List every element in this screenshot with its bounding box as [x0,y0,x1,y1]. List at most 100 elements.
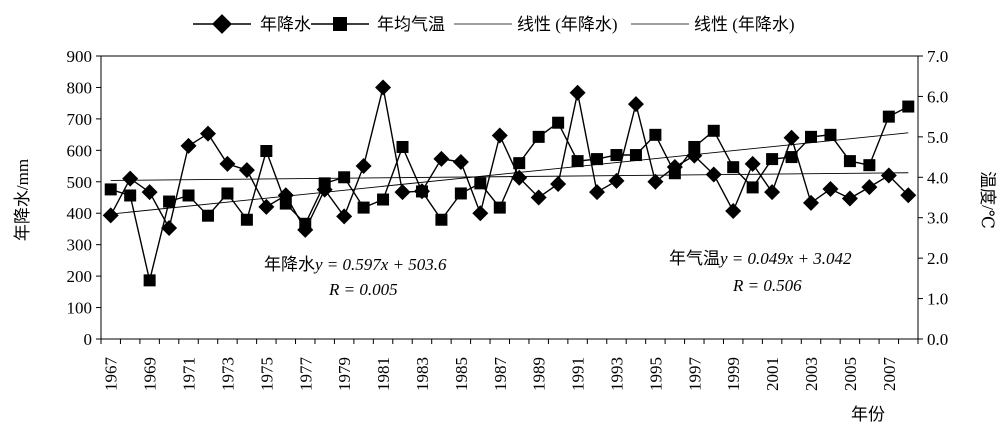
y-left-tick-label: 500 [67,173,93,192]
temp-point [415,185,428,198]
temp-point [882,110,895,123]
x-tick-label: 1975 [257,357,276,391]
temp-point [746,181,759,194]
temp-point [124,189,137,202]
temp-point [201,209,214,222]
x-tick-label: 2005 [841,357,860,391]
x-tick-label: 1971 [180,357,199,391]
temp-annotation-equation: y = 0.049x + 3.042 [718,249,852,268]
x-tick-label: 1983 [413,357,432,391]
temp-point [163,195,176,208]
y-left-axis-title: 年降水/mm [13,159,32,241]
y-right-tick-label: 2.0 [927,249,948,268]
legend: 年降水 年均气温 线性 (年降水) 线性 (年降水) [193,14,795,34]
precip-point [375,79,392,96]
precip-point [336,208,353,225]
temp-point [629,149,642,162]
y-right-tick-label: 6.0 [927,87,948,106]
legend-temp: 年均气温 [311,15,445,34]
precip-point [627,96,644,113]
legend-label-precip: 年降水 [260,15,311,34]
temp-point [377,193,390,206]
temp-point [668,167,681,180]
precip-point [180,137,197,154]
precip-point [491,127,508,144]
legend-trend-temp: 线性 (年降水) [631,15,795,34]
legend-trend-precip: 线性 (年降水) [454,15,618,34]
y-left-tick-label: 100 [67,299,93,318]
temp-point [279,197,292,210]
x-tick-label: 1977 [296,357,315,392]
temp-point [182,189,195,202]
temp-point [552,116,565,129]
x-tick-label: 1979 [335,357,354,391]
y-left-axis: 0 100 200 300 400 500 600 700 800 900 [67,47,101,349]
x-tick-label: 1993 [607,357,626,391]
precip-point [550,175,567,192]
precip-point [608,172,625,189]
x-tick-label: 1995 [646,357,665,391]
temp-point [435,213,448,226]
temp-point [591,153,604,166]
precip-point [900,187,917,204]
precip-point [102,207,119,224]
temp-point [532,130,545,143]
y-left-tick-label: 600 [67,141,93,160]
x-tick-label: 2003 [802,357,821,391]
y-left-tick-label: 400 [67,204,93,223]
precip-point [725,203,742,220]
y-right-tick-label: 3.0 [927,209,948,228]
trend-line-temp [110,132,909,215]
precip-point [472,205,489,222]
temp-point [474,177,487,190]
y-right-tick-label: 1.0 [927,290,948,309]
precip-annotation-r: R = 0.005 [328,280,398,299]
y-right-axis-title: 温度/℃ [978,171,997,229]
temp-point [785,151,798,164]
precip-point [822,181,839,198]
series-markers [102,79,917,287]
precip-point [861,179,878,196]
x-tick-label: 1973 [218,357,237,391]
precip-point [219,155,236,172]
precip-point [764,184,781,201]
temp-point [357,201,370,214]
precip-point [258,198,275,215]
temp-point [318,177,331,190]
x-tick-label: 1987 [491,357,510,392]
temp-point [513,157,526,170]
temp-point [338,171,351,184]
x-tick-label: 1997 [685,357,704,392]
precip-point [744,155,761,172]
precip-point [841,190,858,207]
x-tick-label: 1989 [530,357,549,391]
temp-point [240,213,253,226]
y-left-tick-label: 0 [84,330,93,349]
precip-point [161,220,178,237]
temp-point [766,153,779,166]
precip-point [238,162,255,179]
temp-point [863,159,876,172]
precip-point [199,125,216,142]
temp-point [707,124,720,137]
temp-point [396,140,409,153]
temp-point [824,128,837,141]
temp-point [299,217,312,230]
svg-text:年降水y = 0.597x + 503.6: 年降水y = 0.597x + 503.6 [264,255,447,274]
x-tick-label: 1991 [569,357,588,391]
x-axis-title: 年份 [851,405,885,424]
temp-point [454,187,467,200]
legend-precip: 年降水 [193,14,311,34]
temp-point [902,100,915,113]
legend-label-trend-1: 线性 (年降水) [517,15,618,34]
y-left-tick-label: 200 [67,267,93,286]
y-left-tick-label: 300 [67,236,93,255]
temp-point [805,130,818,143]
precip-point [122,170,139,187]
precip-point [433,150,450,167]
temp-point [843,155,856,168]
precip-annotation-prefix: 年降水 [264,255,315,274]
legend-label-temp: 年均气温 [377,15,445,34]
precip-annotation: 年降水y = 0.597x + 503.6 R = 0.005 [264,255,447,299]
